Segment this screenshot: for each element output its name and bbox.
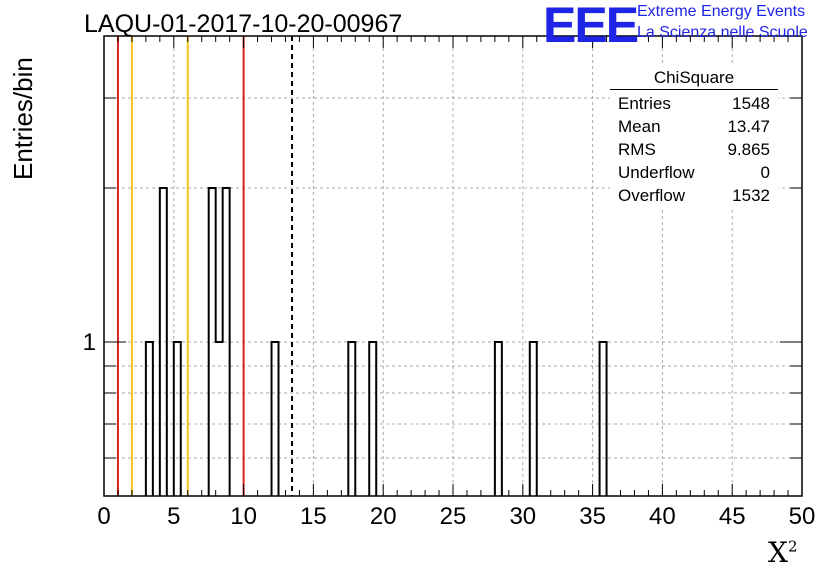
histogram-outline bbox=[144, 187, 608, 496]
stats-title: ChiSquare bbox=[610, 66, 778, 90]
x-tick-label: 45 bbox=[719, 503, 746, 530]
stats-row-underflow: Underflow 0 bbox=[610, 161, 778, 184]
x-tick-label: 30 bbox=[509, 503, 536, 530]
stats-row-overflow: Overflow 1532 bbox=[610, 184, 778, 207]
stats-value: 1532 bbox=[732, 186, 770, 205]
x-tick-label: 20 bbox=[370, 503, 397, 530]
stats-value: 13.47 bbox=[727, 117, 770, 136]
stats-value: 0 bbox=[760, 163, 770, 182]
x-tick-label: 0 bbox=[97, 503, 110, 530]
x-axis-label-sup: 2 bbox=[787, 537, 798, 556]
stats-row-entries: Entries 1548 bbox=[610, 92, 778, 115]
x-axis-ticks: 0 5 10 15 20 25 30 35 40 45 50 bbox=[97, 36, 815, 530]
stats-label: Mean bbox=[618, 117, 661, 136]
x-tick-label: 35 bbox=[579, 503, 606, 530]
stats-box: ChiSquare Entries 1548 Mean 13.47 RMS 9.865… bbox=[610, 66, 778, 207]
stats-row-mean: Mean 13.47 bbox=[610, 115, 778, 138]
histogram bbox=[144, 187, 608, 496]
stats-row-rms: RMS 9.865 bbox=[610, 138, 778, 161]
reference-lines bbox=[116, 36, 294, 496]
x-tick-label: 5 bbox=[167, 503, 180, 530]
stats-label: Entries bbox=[618, 94, 671, 113]
y-axis-label: Entries/bin bbox=[8, 57, 38, 180]
stats-label: Overflow bbox=[618, 186, 686, 205]
y-tick-label: 1 bbox=[83, 329, 96, 356]
stats-label: RMS bbox=[618, 140, 656, 159]
y-axis-ticks: 1 bbox=[83, 97, 802, 459]
x-tick-label: 40 bbox=[649, 503, 676, 530]
eee-logo: EEE bbox=[543, 0, 639, 53]
stats-value: 9.865 bbox=[727, 140, 770, 159]
stats-label: Underflow bbox=[618, 163, 695, 182]
x-tick-label: 15 bbox=[300, 503, 327, 530]
stats-value: 1548 bbox=[732, 94, 770, 113]
x-tick-label: 50 bbox=[789, 503, 816, 530]
x-axis-label-base: X bbox=[768, 536, 788, 569]
x-tick-label: 10 bbox=[230, 503, 257, 530]
logo-line-1: Extreme Energy Events bbox=[637, 3, 806, 20]
x-axis-label: X2 bbox=[768, 536, 797, 569]
logo-line-2: La Scienza nelle Scuole bbox=[637, 24, 808, 41]
x-tick-label: 25 bbox=[440, 503, 467, 530]
chart-title: LAQU-01-2017-10-20-00967 bbox=[84, 10, 403, 38]
